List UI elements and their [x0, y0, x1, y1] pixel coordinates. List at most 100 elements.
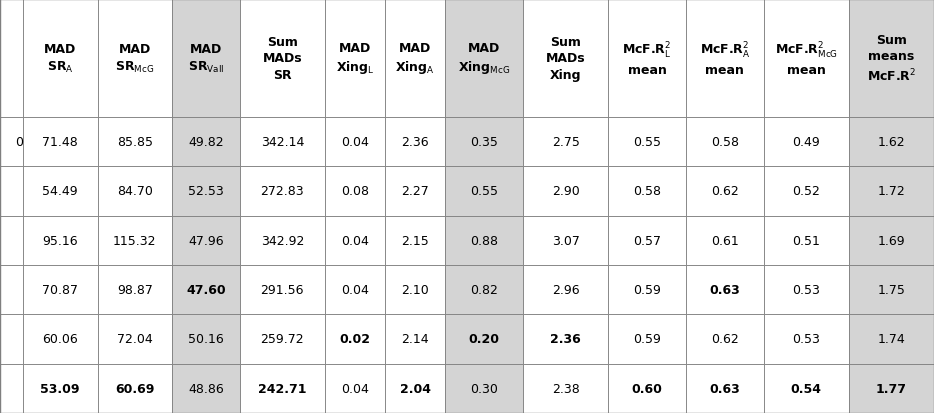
Bar — [22, 167, 97, 216]
Text: 0.88: 0.88 — [470, 234, 498, 247]
Text: 0.30: 0.30 — [470, 382, 498, 395]
Bar — [325, 0, 385, 118]
Bar — [764, 0, 849, 118]
Bar — [523, 315, 608, 364]
Bar — [764, 118, 849, 167]
Text: 85.85: 85.85 — [117, 136, 153, 149]
Bar — [523, 364, 608, 413]
Bar — [523, 216, 608, 265]
Bar — [240, 364, 325, 413]
Bar — [22, 118, 97, 167]
Bar — [686, 315, 764, 364]
Text: 0.57: 0.57 — [633, 234, 661, 247]
Text: 0.54: 0.54 — [791, 382, 822, 395]
Text: 0.58: 0.58 — [633, 185, 661, 198]
Text: 2.10: 2.10 — [402, 283, 429, 297]
Text: 0.55: 0.55 — [633, 136, 661, 149]
Bar — [385, 265, 446, 315]
Text: 2.36: 2.36 — [402, 136, 429, 149]
Bar — [325, 118, 385, 167]
Text: MAD
SR$_\mathrm{Vall}$: MAD SR$_\mathrm{Vall}$ — [188, 43, 224, 75]
Bar — [240, 315, 325, 364]
Bar — [608, 265, 686, 315]
Text: 95.16: 95.16 — [42, 234, 78, 247]
Bar — [0, 315, 22, 364]
Bar — [764, 167, 849, 216]
Text: 98.87: 98.87 — [117, 283, 153, 297]
Bar — [608, 167, 686, 216]
Text: 0.60: 0.60 — [631, 382, 662, 395]
Text: 2.15: 2.15 — [402, 234, 429, 247]
Bar — [0, 118, 22, 167]
Text: 0.53: 0.53 — [792, 283, 820, 297]
Text: 1.72: 1.72 — [878, 185, 905, 198]
Text: 47.96: 47.96 — [188, 234, 224, 247]
Text: 60.69: 60.69 — [115, 382, 155, 395]
Text: Sum
MADs
Xing: Sum MADs Xing — [545, 36, 586, 82]
Text: MAD
SR$_\mathrm{McG}$: MAD SR$_\mathrm{McG}$ — [115, 43, 154, 75]
Bar — [523, 118, 608, 167]
Bar — [97, 118, 172, 167]
Bar — [385, 167, 446, 216]
Bar — [446, 265, 523, 315]
Text: 2.04: 2.04 — [400, 382, 431, 395]
Bar — [22, 315, 97, 364]
Text: 2.96: 2.96 — [552, 283, 579, 297]
Text: 0.02: 0.02 — [339, 333, 371, 346]
Bar — [523, 265, 608, 315]
Text: 0.61: 0.61 — [711, 234, 739, 247]
Text: 50.16: 50.16 — [188, 333, 224, 346]
Text: 84.70: 84.70 — [117, 185, 153, 198]
Bar — [97, 265, 172, 315]
Text: 70.87: 70.87 — [42, 283, 78, 297]
Bar — [97, 167, 172, 216]
Text: 342.92: 342.92 — [261, 234, 304, 247]
Bar — [325, 364, 385, 413]
Bar — [172, 315, 240, 364]
Bar — [0, 216, 22, 265]
Text: 60.06: 60.06 — [42, 333, 78, 346]
Text: 0.55: 0.55 — [470, 185, 498, 198]
Text: 0.08: 0.08 — [341, 185, 369, 198]
Text: 0.20: 0.20 — [469, 333, 500, 346]
Bar — [849, 167, 934, 216]
Text: 0.04: 0.04 — [341, 382, 369, 395]
Text: 1.77: 1.77 — [876, 382, 907, 395]
Bar — [849, 364, 934, 413]
Text: 242.71: 242.71 — [258, 382, 306, 395]
Bar — [172, 364, 240, 413]
Text: 0.35: 0.35 — [470, 136, 498, 149]
Bar — [686, 364, 764, 413]
Bar — [849, 216, 934, 265]
Text: 0.82: 0.82 — [470, 283, 498, 297]
Text: McF.R$^2_\mathrm{McG}$
mean: McF.R$^2_\mathrm{McG}$ mean — [775, 40, 838, 77]
Bar — [764, 315, 849, 364]
Bar — [325, 216, 385, 265]
Bar — [22, 216, 97, 265]
Bar — [385, 216, 446, 265]
Bar — [385, 315, 446, 364]
Bar — [0, 0, 22, 118]
Bar — [172, 265, 240, 315]
Text: 0.04: 0.04 — [341, 283, 369, 297]
Bar — [0, 167, 22, 216]
Text: 115.32: 115.32 — [113, 234, 157, 247]
Text: McF.R$^2_\mathrm{A}$
mean: McF.R$^2_\mathrm{A}$ mean — [700, 40, 750, 77]
Bar — [686, 0, 764, 118]
Text: 0.53: 0.53 — [792, 333, 820, 346]
Bar — [325, 167, 385, 216]
Bar — [608, 364, 686, 413]
Text: 2.27: 2.27 — [402, 185, 429, 198]
Text: 3.07: 3.07 — [552, 234, 579, 247]
Text: 342.14: 342.14 — [261, 136, 304, 149]
Bar — [172, 0, 240, 118]
Text: 0.51: 0.51 — [792, 234, 820, 247]
Text: 2.75: 2.75 — [552, 136, 579, 149]
Text: 0.63: 0.63 — [710, 382, 741, 395]
Bar — [385, 118, 446, 167]
Text: MAD
Xing$_\mathrm{McG}$: MAD Xing$_\mathrm{McG}$ — [458, 42, 510, 76]
Bar — [849, 265, 934, 315]
Bar — [385, 364, 446, 413]
Text: 272.83: 272.83 — [261, 185, 304, 198]
Text: 72.04: 72.04 — [117, 333, 153, 346]
